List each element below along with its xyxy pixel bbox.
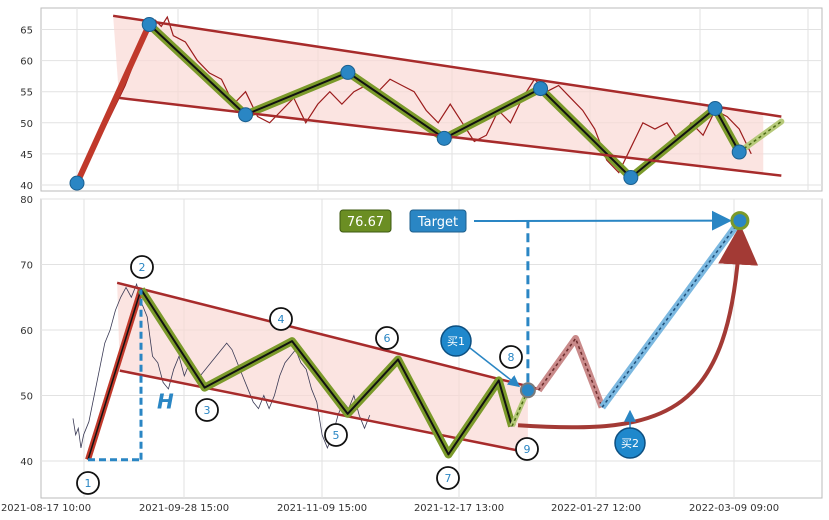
bottom-channel-upper xyxy=(116,281,539,391)
top-price-series xyxy=(76,15,752,183)
bottom-x-axis: 2021-08-17 10:00 2021-09-28 15:00 2021-11-… xyxy=(1,503,779,514)
top-pivot-point xyxy=(141,17,157,33)
top-y-axis: 40 45 50 55 60 65 xyxy=(20,26,33,193)
point-label-text: 9 xyxy=(524,443,531,456)
point-label-8: 8 xyxy=(499,345,523,369)
bottom-x-tick-label: 2021-11-09 15:00 xyxy=(277,503,367,514)
top-y-tick-label: 65 xyxy=(20,26,33,37)
top-pivot-point xyxy=(707,100,723,116)
target-label-badge: Target xyxy=(409,209,467,233)
point-label-ring xyxy=(515,437,539,461)
point-label-4: 4 xyxy=(269,307,293,331)
target-point xyxy=(730,211,750,231)
point-label-text: 8 xyxy=(508,351,515,364)
top-chart-panel: 40 45 50 55 60 65 xyxy=(20,7,823,193)
point-label-6: 6 xyxy=(375,326,399,350)
point-label-ring xyxy=(324,423,348,447)
point-label-ring xyxy=(269,307,293,331)
buy2-label: 买2 xyxy=(621,437,639,450)
point-label-ring xyxy=(76,471,100,495)
top-first-leg xyxy=(74,23,152,185)
top-channel-upper xyxy=(112,14,782,118)
bottom-x-tick-label: 2021-12-17 13:00 xyxy=(414,503,504,514)
bottom-x-tick-label: 2021-08-17 10:00 xyxy=(1,503,91,514)
top-pivot-point xyxy=(533,81,549,97)
point-label-7: 7 xyxy=(436,466,460,490)
point-label-text: 2 xyxy=(139,261,146,274)
top-price-line xyxy=(76,15,752,183)
bottom-y-tick-label: 60 xyxy=(20,326,33,337)
point-label-9: 9 xyxy=(515,437,539,461)
point-label-ring xyxy=(375,326,399,350)
top-pivot-point xyxy=(731,144,747,160)
bottom-y-axis: 40 50 60 70 80 xyxy=(20,195,33,468)
point-label-text: 7 xyxy=(445,472,452,485)
breakout-point xyxy=(519,382,536,399)
bottom-y-tick-label: 40 xyxy=(20,457,33,468)
point-label-3: 3 xyxy=(195,398,219,422)
point-label-text: 4 xyxy=(278,313,285,326)
bottom-y-tick-label: 70 xyxy=(20,261,33,272)
point-label-text: 5 xyxy=(333,429,340,442)
point-label-text: 3 xyxy=(204,404,211,417)
buy1-marker: 买1 xyxy=(440,325,521,388)
top-y-tick-label: 50 xyxy=(20,119,33,130)
bottom-chart-panel: 40 50 60 70 80 2021-08-17 10:00 2021-09-28 15… xyxy=(1,195,823,514)
bottom-zigzag-inner xyxy=(140,288,513,456)
point-label-text: 1 xyxy=(85,477,92,490)
bottom-x-tick-label: 2022-03-09 09:00 xyxy=(689,503,779,514)
target-value-text: 76.67 xyxy=(347,215,384,230)
bottom-first-leg-inner xyxy=(87,289,142,460)
point-label-text: 6 xyxy=(384,332,391,345)
hypothetical-path-outer xyxy=(535,335,606,409)
top-pivot-point xyxy=(238,107,254,123)
buy2-marker: 买2 xyxy=(614,409,646,459)
top-y-tick-label: 45 xyxy=(20,150,33,161)
point-label-2: 2 xyxy=(130,255,154,279)
top-zigzag xyxy=(74,21,785,185)
target-projection-inner xyxy=(601,220,741,408)
top-y-tick-label: 40 xyxy=(20,181,33,192)
point-label-ring xyxy=(436,466,460,490)
bottom-x-tick-label: 2022-01-27 12:00 xyxy=(551,503,641,514)
point-label-ring xyxy=(130,255,154,279)
target-value-badge: 76.67 xyxy=(339,209,392,233)
top-pivot-point xyxy=(623,170,639,186)
top-y-tick-label: 60 xyxy=(20,57,33,68)
bottom-price-line xyxy=(72,282,371,449)
buy1-circle xyxy=(440,325,472,357)
bottom-annotations: HH买1买2 xyxy=(88,210,759,462)
top-zigzag-inner xyxy=(148,23,741,179)
height-label-left: H xyxy=(157,390,174,414)
top-channel-area xyxy=(113,15,764,174)
top-projection-inner xyxy=(738,120,782,153)
buy2-circle xyxy=(614,427,646,459)
point-label-1: 1 xyxy=(76,471,100,495)
top-channel-fill xyxy=(113,15,764,174)
bottom-price-series xyxy=(72,282,371,449)
buy1-arrow xyxy=(469,347,521,388)
top-pivot-point xyxy=(436,130,452,146)
bottom-y-tick-label: 50 xyxy=(20,392,33,403)
top-pivot-point xyxy=(69,175,85,191)
buy1-label: 买1 xyxy=(447,335,465,348)
bottom-x-tick-label: 2021-09-28 15:00 xyxy=(139,503,229,514)
bottom-y-tick-label: 80 xyxy=(20,195,33,206)
top-y-tick-label: 55 xyxy=(20,88,33,99)
target-label-text: Target xyxy=(417,215,458,230)
target-curve-arrow xyxy=(517,224,759,430)
point-label-ring xyxy=(499,345,523,369)
bottom-zigzag xyxy=(85,287,516,461)
bottom-point-labels: 1 2 3 4 5 6 7 8 9 xyxy=(76,255,539,495)
top-pivot-points xyxy=(69,17,747,191)
point-label-ring xyxy=(195,398,219,422)
top-pivot-point xyxy=(340,64,356,80)
point-label-5: 5 xyxy=(324,423,348,447)
